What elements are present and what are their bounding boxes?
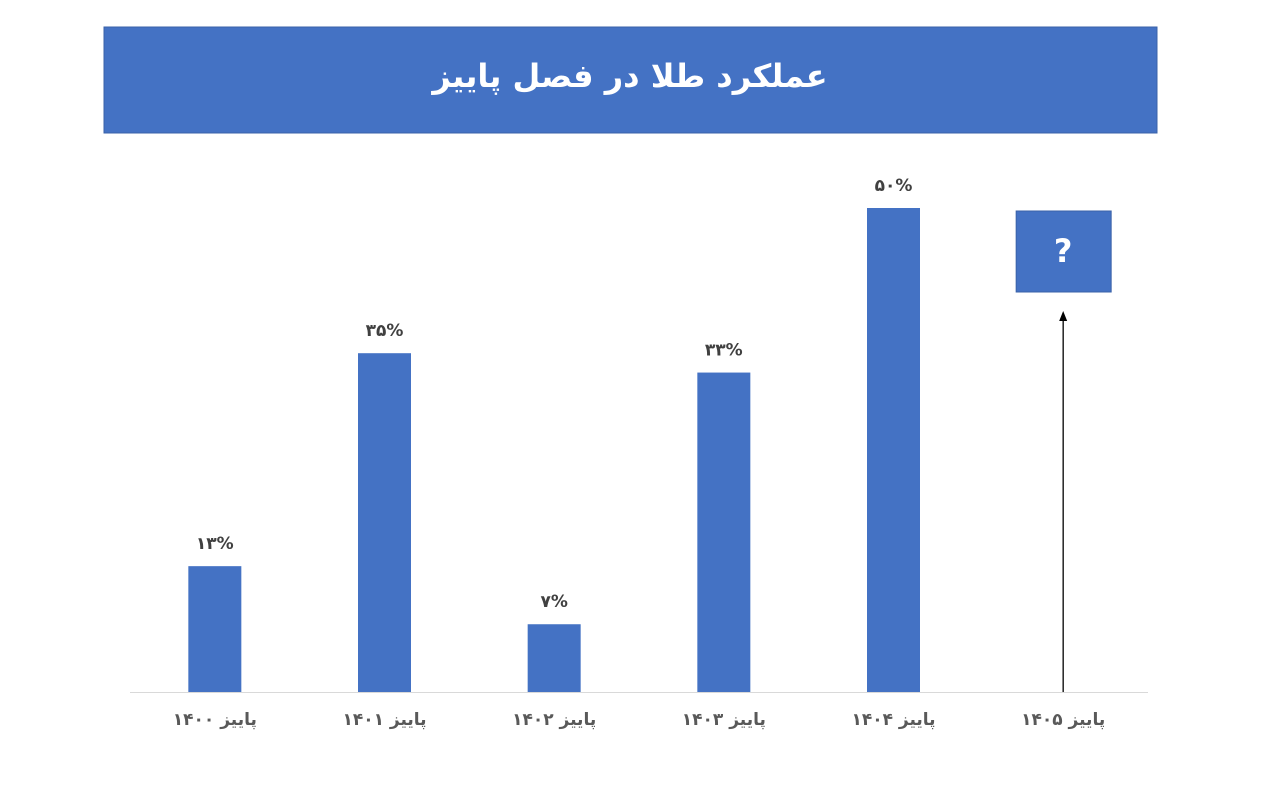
title-banner — [103, 26, 1158, 134]
data-label: ۷% — [540, 592, 567, 612]
annotation: ? — [1054, 232, 1073, 270]
arrow-head — [1059, 311, 1068, 321]
bar — [358, 353, 411, 692]
x-tick-label: پاییز ۱۴۰۱ — [342, 710, 426, 730]
bar — [527, 624, 581, 692]
x-tick-label: پاییز ۱۴۰۳ — [682, 710, 766, 730]
x-tick-label: پاییز ۱۴۰۰ — [173, 710, 257, 730]
data-label: ۵۰% — [875, 176, 913, 196]
data-label: ۳۵% — [366, 321, 404, 341]
bar — [867, 208, 920, 692]
annotation-box — [1015, 210, 1112, 293]
data-label: ۳۳% — [705, 341, 743, 361]
bar — [188, 566, 242, 692]
x-tick-label: پاییز ۱۴۰۲ — [512, 710, 596, 730]
x-tick-label: پاییز ۱۴۰۵ — [1021, 710, 1105, 730]
chart-title: عملکرد طلا در فصل پاییز — [430, 57, 827, 95]
bar — [697, 372, 751, 692]
data-label: ۱۳% — [196, 534, 234, 554]
x-tick-label: پاییز ۱۴۰۴ — [851, 710, 935, 730]
